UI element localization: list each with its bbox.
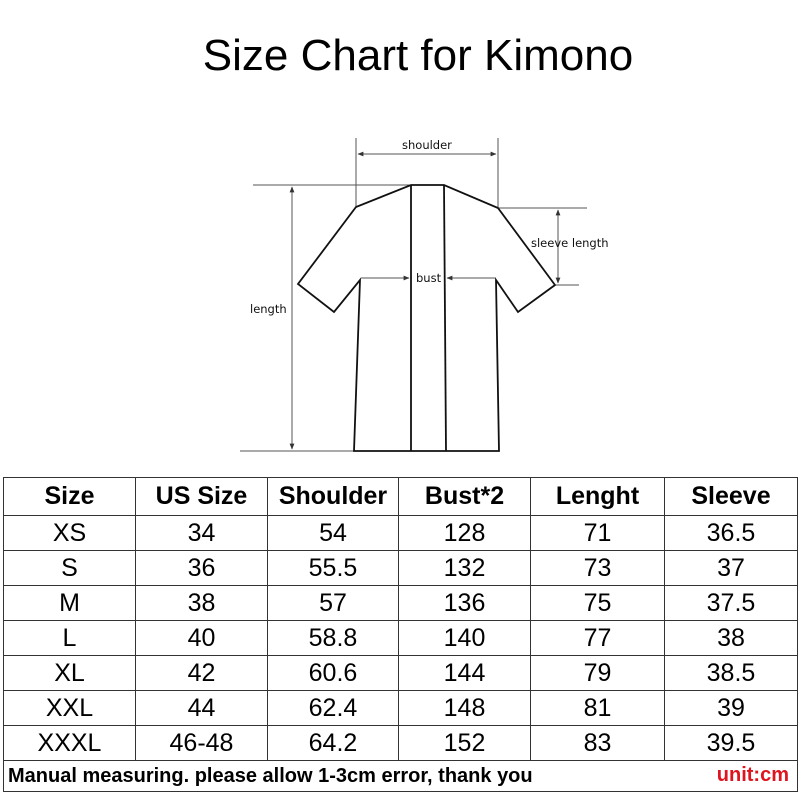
table-cell: 81 [530,690,665,726]
kimono-diagram: shoulder sleeve length bust length [240,138,609,452]
table-cell: M [3,585,136,621]
table-row: XS 34 54 128 71 36.5 [3,515,798,551]
table-cell: 38.5 [664,655,798,691]
table-cell: 73 [530,550,665,586]
unit-label: unit:cm [716,764,789,786]
table-cell: XXXL [3,725,136,761]
column-header: Size [3,477,136,516]
measurement-note: Manual measuring. please allow 1-3cm err… [8,764,533,787]
table-cell: S [3,550,136,586]
table-cell: 39.5 [664,725,798,761]
column-header: Shoulder [267,477,399,516]
table-cell: XL [3,655,136,691]
length-label: length [250,302,287,316]
table-cell: 79 [530,655,665,691]
table-cell: 42 [135,655,268,691]
table-cell: 44 [135,690,268,726]
table-row: M 38 57 136 75 37.5 [3,585,798,621]
table-cell: 128 [398,515,531,551]
table-cell: 40 [135,620,268,656]
table-cell: 34 [135,515,268,551]
table-cell: XS [3,515,136,551]
table-cell: 77 [530,620,665,656]
sleeve-length-label: sleeve length [531,236,609,250]
table-cell: 62.4 [267,690,399,726]
kimono-outline [296,184,557,452]
shoulder-label: shoulder [402,138,452,152]
table-footer-row: Manual measuring. please allow 1-3cm err… [3,760,798,792]
table-cell: 46-48 [135,725,268,761]
table-cell: 36.5 [664,515,798,551]
table-cell: 64.2 [267,725,399,761]
column-header: US Size [135,477,268,516]
column-header: Lenght [530,477,665,516]
table-cell: 148 [398,690,531,726]
table-cell: 60.6 [267,655,399,691]
table-row: XXXL 46-48 64.2 152 83 39.5 [3,725,798,761]
table-cell: 37.5 [664,585,798,621]
table-cell: 83 [530,725,665,761]
table-row: S 36 55.5 132 73 37 [3,550,798,586]
table-cell: 38 [664,620,798,656]
table-row: XXL 44 62.4 148 81 39 [3,690,798,726]
size-table: Size US Size Shoulder Bust*2 Lenght Sleeve XS… [3,477,798,792]
table-cell: 152 [398,725,531,761]
table-cell: 57 [267,585,399,621]
table-cell: 54 [267,515,399,551]
table-row: L 40 58.8 140 77 38 [3,620,798,656]
column-header: Bust*2 [398,477,531,516]
table-header-row: Size US Size Shoulder Bust*2 Lenght Sleeve [3,477,798,516]
table-cell: 37 [664,550,798,586]
table-cell: 38 [135,585,268,621]
table-cell: 71 [530,515,665,551]
table-cell: 140 [398,620,531,656]
table-cell: 36 [135,550,268,586]
table-cell: 75 [530,585,665,621]
page-title: Size Chart for Kimono [202,31,634,80]
table-row: XL 42 60.6 144 79 38.5 [3,655,798,691]
table-cell: 55.5 [267,550,399,586]
bust-label: bust [416,271,442,285]
table-cell: L [3,620,136,656]
table-cell: 58.8 [267,620,399,656]
table-cell: 136 [398,585,531,621]
table-cell: 132 [398,550,531,586]
table-cell: 39 [664,690,798,726]
column-header: Sleeve [664,477,798,516]
measure-lines [240,138,587,452]
table-cell: XXL [3,690,136,726]
table-cell: 144 [398,655,531,691]
